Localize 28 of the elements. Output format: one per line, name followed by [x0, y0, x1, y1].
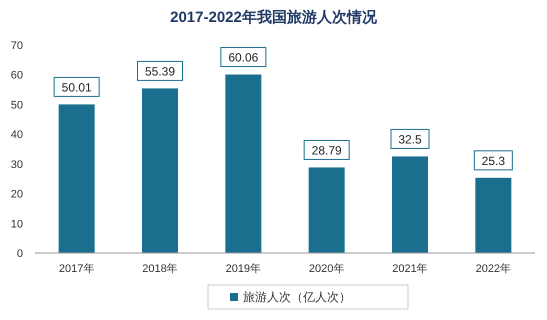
- y-tick-label: 70: [10, 40, 23, 52]
- data-label: 25.3: [482, 154, 506, 168]
- y-tick-label: 40: [10, 129, 23, 142]
- legend-label: 旅游人次（亿人次）: [243, 290, 351, 304]
- bar: [392, 156, 428, 253]
- x-tick-label: 2019年: [226, 263, 262, 275]
- y-tick-label: 20: [10, 188, 23, 201]
- chart-title: 2017-2022年我国旅游人次情况: [170, 9, 378, 26]
- bar: [225, 74, 262, 253]
- data-label: 60.06: [228, 50, 259, 65]
- y-tick-label: 0: [16, 248, 23, 260]
- y-tick-label: 50: [10, 99, 23, 112]
- data-label: 55.39: [144, 64, 176, 78]
- y-tick-label: 10: [10, 218, 23, 230]
- bar: [475, 178, 512, 253]
- x-tick-label: 2020年: [308, 263, 344, 275]
- bar: [58, 104, 95, 253]
- bar: [308, 167, 345, 253]
- data-label: 50.01: [62, 80, 92, 94]
- data-label: 28.79: [312, 143, 342, 158]
- data-label: 32.5: [398, 132, 422, 146]
- x-tick-label: 2018年: [142, 263, 178, 275]
- y-tick-label: 60: [10, 70, 23, 82]
- y-tick-label: 30: [10, 158, 23, 171]
- x-tick-label: 2021年: [392, 263, 428, 275]
- bar: [142, 88, 178, 253]
- x-tick-label: 2022年: [476, 263, 512, 275]
- x-tick-label: 2017年: [58, 263, 94, 275]
